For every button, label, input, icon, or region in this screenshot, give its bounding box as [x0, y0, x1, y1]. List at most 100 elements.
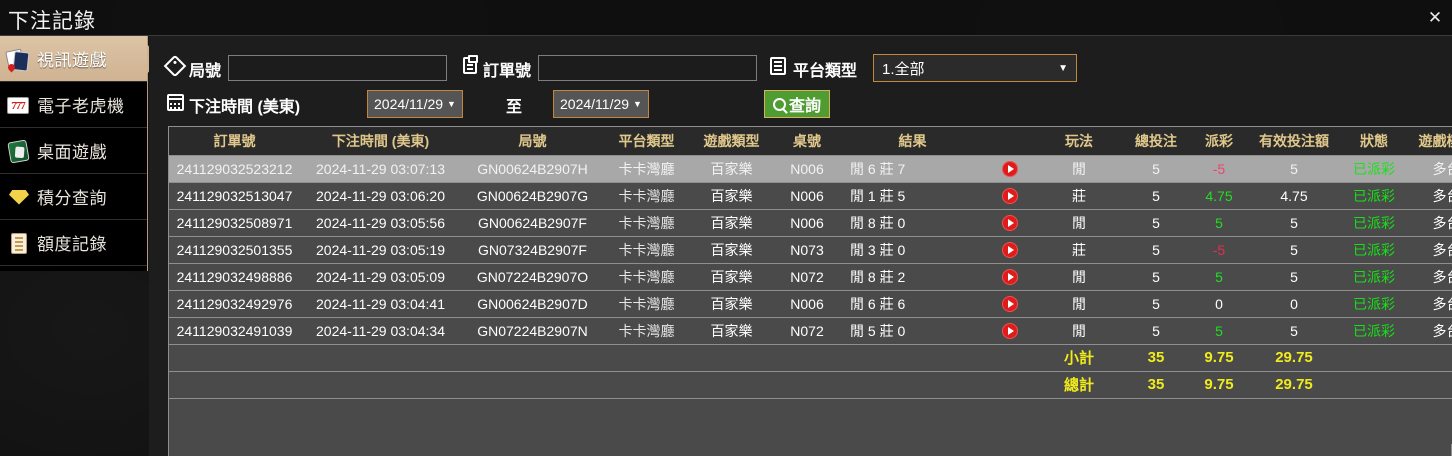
cell-result: 閒 6 莊 6	[840, 290, 985, 318]
cell-empty	[774, 371, 840, 399]
round-no-label: 局號	[189, 63, 222, 80]
sidebar-item-label: 電子老虎機	[37, 97, 125, 116]
cell-round-no: GN07224B2907N	[461, 317, 604, 345]
play-button-icon[interactable]	[1002, 160, 1018, 177]
cell-play-type: 閒	[1035, 263, 1123, 291]
cell-empty	[1339, 398, 1409, 444]
cell-bet-time: 2024-11-29 03:07:13	[300, 155, 461, 183]
cell-result: 閒 5 莊 0	[840, 317, 985, 345]
col-game-mode[interactable]: 遊戲模式	[1409, 127, 1452, 156]
table-row[interactable]: 241129032513047 2024-11-29 03:06:20 GN0062…	[169, 182, 1452, 210]
cell-valid-bet: 4.75	[1249, 182, 1339, 210]
sidebar-item-slots[interactable]: 777 電子老虎機	[0, 82, 147, 128]
query-button-label: 查詢	[789, 98, 822, 115]
col-status[interactable]: 狀態	[1339, 127, 1409, 156]
cell-table-no: N073	[774, 236, 840, 264]
col-total-bet[interactable]: 總投注	[1123, 127, 1189, 156]
col-payout[interactable]: 派彩	[1189, 127, 1249, 156]
table-row[interactable]: 241129032501355 2024-11-29 03:05:19 GN0732…	[169, 236, 1452, 264]
order-no-label: 訂單號	[483, 63, 532, 80]
col-bet-time[interactable]: 下注時間 (美東)	[300, 127, 461, 156]
subtotal-row-valid-bet: 29.75	[1249, 344, 1339, 372]
cell-empty	[604, 344, 689, 372]
bet-time-label: 下注時間 (美東)	[189, 99, 301, 116]
cell-replay	[985, 182, 1035, 210]
table-row[interactable]: 241129032491039 2024-11-29 03:04:34 GN0722…	[169, 317, 1452, 345]
bet-records-table: 訂單號 下注時間 (美東) 局號 平台類型 遊戲類型 桌號 結果 玩法 總投注 …	[168, 126, 1452, 456]
cell-platform: 卡卡灣廳	[604, 236, 689, 264]
cell-empty	[689, 398, 774, 444]
list-icon	[770, 57, 786, 77]
cell-empty	[1189, 398, 1249, 444]
play-button-icon[interactable]	[1002, 214, 1018, 231]
cell-total-bet: 5	[1123, 182, 1189, 210]
cell-empty	[1409, 371, 1452, 399]
col-order-no[interactable]: 訂單號	[169, 127, 300, 156]
cell-status: 已派彩	[1339, 155, 1409, 183]
grandtotal-row-valid-bet: 29.75	[1249, 371, 1339, 399]
date-from-picker[interactable]: 2024/11/29 ▼	[367, 90, 463, 118]
cell-play-type: 莊	[1035, 182, 1123, 210]
cell-empty	[300, 371, 461, 399]
col-round-no[interactable]: 局號	[461, 127, 604, 156]
cell-empty	[774, 398, 840, 444]
round-no-input[interactable]	[228, 55, 447, 81]
cell-table-no: N006	[774, 155, 840, 183]
calendar-icon	[167, 94, 184, 113]
date-to-picker[interactable]: 2024/11/29 ▼	[553, 90, 649, 118]
sidebar-item-points-query[interactable]: 積分查詢	[0, 174, 147, 220]
cell-order-no: 241129032523212	[169, 155, 300, 183]
cell-bet-time: 2024-11-29 03:04:41	[300, 290, 461, 318]
cell-table-no: N006	[774, 209, 840, 237]
query-button[interactable]: 查詢	[764, 90, 831, 118]
sidebar-item-credit-record[interactable]: 額度記錄	[0, 220, 147, 266]
col-result[interactable]: 結果	[840, 127, 985, 156]
cell-valid-bet: 5	[1249, 236, 1339, 264]
play-button-icon[interactable]	[1002, 241, 1018, 258]
order-no-input[interactable]	[538, 55, 757, 81]
play-button-icon[interactable]	[1002, 187, 1018, 204]
close-icon[interactable]: ✕	[1427, 8, 1443, 27]
sidebar-item-table-games[interactable]: 桌面遊戲	[0, 128, 147, 174]
cell-order-no: 241129032491039	[169, 317, 300, 345]
grandtotal-row: 總計 35 9.75 29.75	[169, 371, 1452, 399]
cell-empty	[300, 398, 461, 444]
cell-bet-time: 2024-11-29 03:05:56	[300, 209, 461, 237]
cell-game-type: 百家樂	[689, 209, 774, 237]
cell-payout: -5	[1189, 236, 1249, 264]
sidebar: 視訊遊戲 777 電子老虎機 桌面遊戲 積分查詢 額度記錄	[0, 36, 159, 271]
table-row[interactable]: 241129032508971 2024-11-29 03:05:56 GN0062…	[169, 209, 1452, 237]
play-button-icon[interactable]	[1002, 268, 1018, 285]
col-game-type[interactable]: 遊戲類型	[689, 127, 774, 156]
table-row[interactable]: 241129032498886 2024-11-29 03:05:09 GN0722…	[169, 263, 1452, 291]
chevron-down-icon: ▼	[1058, 62, 1068, 74]
clipboard-icon	[463, 55, 478, 76]
cell-status: 已派彩	[1339, 290, 1409, 318]
play-button-icon[interactable]	[1002, 295, 1018, 312]
col-valid-bet[interactable]: 有效投注額	[1249, 127, 1339, 156]
cell-order-no: 241129032492976	[169, 290, 300, 318]
sidebar-item-video-game[interactable]: 視訊遊戲	[0, 36, 159, 82]
grandtotal-row-payout: 9.75	[1189, 371, 1249, 399]
col-platform[interactable]: 平台類型	[604, 127, 689, 156]
cell-table-no: N072	[774, 263, 840, 291]
cell-game-mode: 多台	[1409, 290, 1452, 318]
chevron-down-icon: ▼	[633, 99, 642, 109]
table-row[interactable]: 241129032523212 2024-11-29 03:07:13 GN0062…	[169, 155, 1452, 183]
platform-type-select[interactable]: 1.全部 ▼	[873, 54, 1077, 82]
date-from-value: 2024/11/29	[374, 96, 444, 112]
cell-platform: 卡卡灣廳	[604, 155, 689, 183]
cell-payout: 4.75	[1189, 182, 1249, 210]
play-button-icon[interactable]	[1002, 322, 1018, 339]
cell-game-type: 百家樂	[689, 155, 774, 183]
col-play-type[interactable]: 玩法	[1035, 127, 1123, 156]
filter-bar: 局號 訂單號 平台類型 1.全部 ▼ 下注時間 (美東) 2024/11/29 …	[149, 36, 1452, 124]
cell-round-no: GN00624B2907D	[461, 290, 604, 318]
sidebar-item-label: 額度記錄	[37, 235, 107, 254]
cell-game-mode: 多台	[1409, 182, 1452, 210]
cell-valid-bet: 5	[1249, 263, 1339, 291]
cell-empty	[604, 371, 689, 399]
cell-valid-bet: 5	[1249, 317, 1339, 345]
col-table-no[interactable]: 桌號	[774, 127, 840, 156]
table-row[interactable]: 241129032492976 2024-11-29 03:04:41 GN0062…	[169, 290, 1452, 318]
